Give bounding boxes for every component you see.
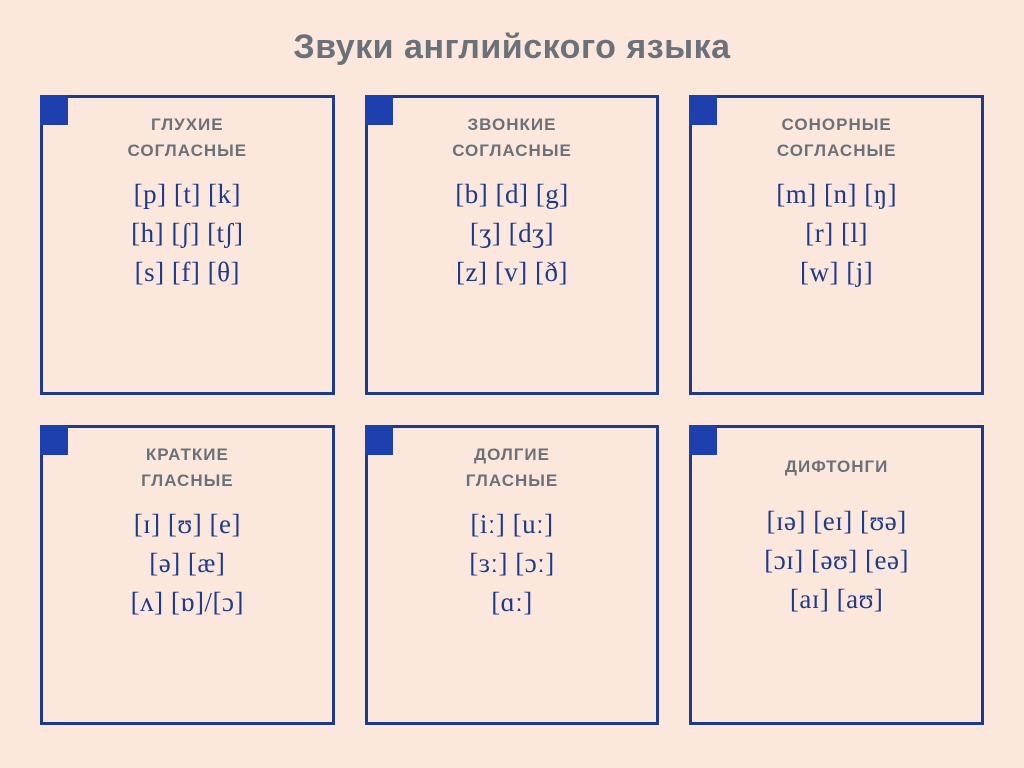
card-tab [40,95,68,125]
sound-row: [w] [j] [800,257,873,288]
card-title: ДИФТОНГИ [785,428,889,500]
sound-row: [h] [ʃ] [tʃ] [131,218,243,249]
sounds-list: [ɪ] [ʊ] [e] [ə] [æ] [ʌ] [ɒ]/[ɔ] [131,503,244,618]
sounds-list: [p] [t] [k] [h] [ʃ] [tʃ] [s] [f] [θ] [131,173,243,288]
card-diphthongs: ДИФТОНГИ [ɪə] [eɪ] [ʊə] [ɔɪ] [əʊ] [eə] [… [689,425,984,725]
card-title: ЗВОНКИЕ СОГЛАСНЫЕ [452,98,572,173]
sound-row: [b] [d] [g] [455,179,568,210]
sounds-list: [ɪə] [eɪ] [ʊə] [ɔɪ] [əʊ] [eə] [aɪ] [aʊ] [764,500,909,615]
sounds-list: [m] [n] [ŋ] [r] [l] [w] [j] [776,173,897,288]
card-sonorant-consonants: СОНОРНЫЕ СОГЛАСНЫЕ [m] [n] [ŋ] [r] [l] [… [689,95,984,395]
sound-row: [ʒ] [dʒ] [470,218,554,249]
cards-grid: ГЛУХИЕ СОГЛАСНЫЕ [p] [t] [k] [h] [ʃ] [tʃ… [0,85,1024,755]
sound-row: [ɪ] [ʊ] [e] [134,509,241,540]
sound-row: [r] [l] [805,218,868,249]
card-voiceless-consonants: ГЛУХИЕ СОГЛАСНЫЕ [p] [t] [k] [h] [ʃ] [tʃ… [40,95,335,395]
card-short-vowels: КРАТКИЕ ГЛАСНЫЕ [ɪ] [ʊ] [e] [ə] [æ] [ʌ] … [40,425,335,725]
sound-row: [ə] [æ] [149,548,225,579]
card-long-vowels: ДОЛГИЕ ГЛАСНЫЕ [iː] [uː] [ɜː] [ɔː] [ɑː] [365,425,660,725]
card-tab [365,95,393,125]
sound-row: [ʌ] [ɒ]/[ɔ] [131,587,244,618]
card-tab [689,425,717,455]
sound-row: [ɑː] [491,587,533,618]
card-title: СОНОРНЫЕ СОГЛАСНЫЕ [777,98,897,173]
card-tab [365,425,393,455]
sound-row: [ɔɪ] [əʊ] [eə] [764,545,909,576]
card-title: КРАТКИЕ ГЛАСНЫЕ [141,428,234,503]
card-title: ГЛУХИЕ СОГЛАСНЫЕ [128,98,248,173]
sound-row: [m] [n] [ŋ] [776,179,897,210]
sound-row: [ɪə] [eɪ] [ʊə] [767,506,907,537]
sounds-list: [b] [d] [g] [ʒ] [dʒ] [z] [v] [ð] [455,173,568,288]
card-tab [689,95,717,125]
sounds-list: [iː] [uː] [ɜː] [ɔː] [ɑː] [469,503,555,618]
page-title: Звуки английского языка [0,0,1024,85]
sound-row: [ɜː] [ɔː] [469,548,555,579]
card-voiced-consonants: ЗВОНКИЕ СОГЛАСНЫЕ [b] [d] [g] [ʒ] [dʒ] [… [365,95,660,395]
sound-row: [aɪ] [aʊ] [790,584,884,615]
sound-row: [p] [t] [k] [134,179,241,210]
card-title: ДОЛГИЕ ГЛАСНЫЕ [466,428,559,503]
sound-row: [z] [v] [ð] [456,257,568,288]
sound-row: [iː] [uː] [470,509,553,540]
card-tab [40,425,68,455]
sound-row: [s] [f] [θ] [135,257,240,288]
